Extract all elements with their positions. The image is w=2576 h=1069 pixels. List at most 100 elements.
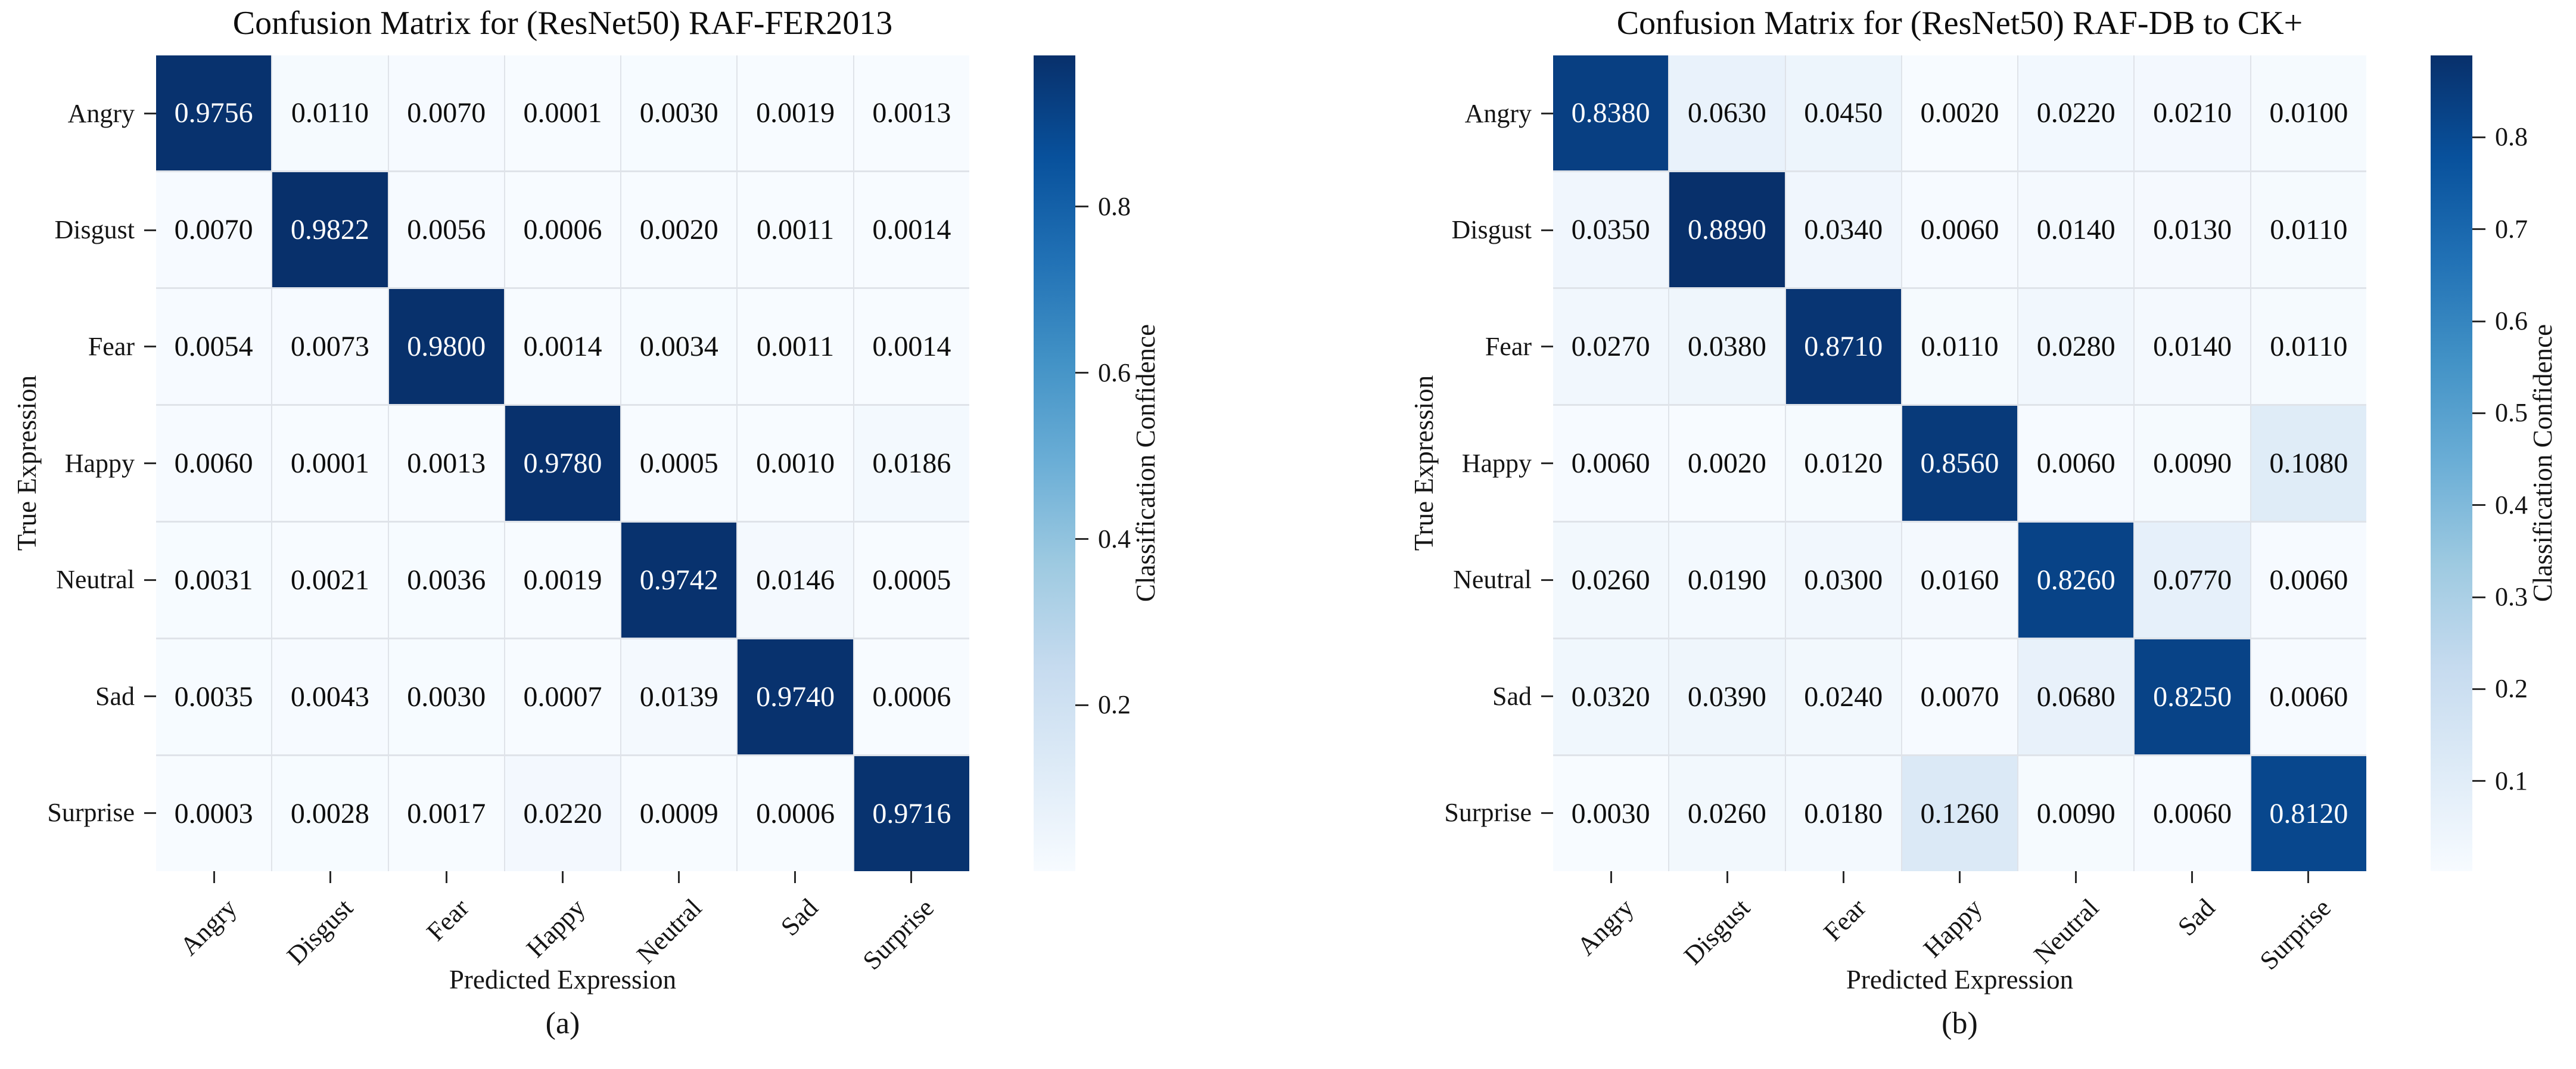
- colorbar-tick-label: 0.2: [2495, 674, 2528, 704]
- heatmap-cell: 0.0043: [272, 639, 388, 754]
- colorbar-tick-mark: [2472, 320, 2485, 322]
- heatmap-cell-value: 0.0056: [407, 214, 486, 246]
- heatmap-cell-value: 0.8890: [1687, 214, 1766, 246]
- heatmap-cell: 0.0014: [854, 172, 969, 287]
- heatmap-cell: 0.0320: [1553, 639, 1669, 754]
- heatmap-cell: 0.0014: [505, 289, 621, 404]
- heatmap-cell-value: 0.0019: [523, 564, 602, 596]
- heatmap-cell-value: 0.9756: [174, 97, 253, 129]
- heatmap-cell-value: 0.0006: [523, 214, 602, 246]
- colorbar-tick-mark: [2472, 412, 2485, 414]
- heatmap-cell: 0.1260: [1902, 756, 2018, 871]
- heatmap-cell: 0.0007: [505, 639, 621, 754]
- heatmap-cell-value: 0.0020: [1920, 97, 1999, 129]
- heatmap-cell-value: 0.0034: [639, 331, 718, 362]
- heatmap-cell-value: 0.0060: [1571, 448, 1650, 479]
- heatmap-cell: 0.0020: [1669, 406, 1785, 521]
- y-tick-label: Fear: [88, 331, 135, 361]
- x-tick-mark: [213, 871, 215, 883]
- heatmap-cell: 0.0100: [2251, 55, 2366, 170]
- heatmap-cell: 0.0160: [1902, 523, 2018, 638]
- heatmap-cell: 0.0090: [2018, 756, 2134, 871]
- heatmap-cell: 0.0019: [738, 55, 853, 170]
- y-tick-label: Neutral: [1453, 565, 1532, 595]
- heatmap-cell: 0.9800: [388, 289, 504, 404]
- colorbar-tick-label: 0.6: [2495, 306, 2528, 336]
- heatmap-cell: 0.0060: [2251, 639, 2366, 754]
- y-tick-mark: [144, 462, 156, 464]
- x-tick-mark: [2307, 871, 2309, 883]
- heatmap-cell: 0.0054: [156, 289, 272, 404]
- x-tick-mark: [1959, 871, 1961, 883]
- heatmap-cell-value: 0.0014: [872, 331, 951, 362]
- heatmap-cell-value: 0.0280: [2036, 331, 2115, 362]
- heatmap-cell-value: 0.0010: [756, 448, 835, 479]
- heatmap-cell-value: 0.0013: [872, 97, 951, 129]
- colorbar: [1034, 55, 1075, 871]
- colorbar-tick-label: 0.5: [2495, 398, 2528, 428]
- y-tick-mark: [1541, 346, 1553, 348]
- x-tick-mark: [794, 871, 796, 883]
- heatmap-cell: 0.0056: [388, 172, 504, 287]
- heatmap-cell: 0.0017: [388, 756, 504, 871]
- heatmap-cell-value: 0.0043: [290, 681, 369, 713]
- heatmap-cell-value: 0.0005: [639, 448, 718, 479]
- heatmap-cell-value: 0.0120: [1804, 448, 1883, 479]
- heatmap-cell-value: 0.0220: [523, 798, 602, 829]
- colorbar-tick-label: 0.8: [2495, 122, 2528, 152]
- y-tick-mark: [144, 113, 156, 115]
- heatmap-cell: 0.0020: [1902, 55, 2018, 170]
- colorbar-tick-mark: [1075, 538, 1088, 540]
- x-tick-label-text: Happy: [1918, 893, 1988, 964]
- colorbar-tick-label: 0.7: [2495, 214, 2528, 244]
- heatmap-cell: 0.8890: [1669, 172, 1785, 287]
- heatmap-cell-value: 0.0007: [523, 681, 602, 713]
- y-tick-label: Surprise: [1444, 798, 1532, 828]
- heatmap-cell-value: 0.0110: [291, 97, 369, 129]
- heatmap-cell: 0.0060: [2135, 756, 2250, 871]
- chart-title: Confusion Matrix for (ResNet50) RAF-FER2…: [232, 5, 893, 42]
- y-tick-label: Happy: [1461, 448, 1532, 478]
- heatmap-cell: 0.0005: [854, 523, 969, 638]
- heatmap-cell-value: 0.0060: [2269, 681, 2348, 713]
- heatmap-cell: 0.8120: [2251, 756, 2366, 871]
- heatmap-cell: 0.0110: [272, 55, 388, 170]
- heatmap-cell-value: 0.0240: [1804, 681, 1883, 713]
- heatmap-cell-value: 0.8380: [1571, 97, 1650, 129]
- heatmap-cell: 0.9822: [272, 172, 388, 287]
- colorbar: [2431, 55, 2472, 871]
- heatmap-cell: 0.0009: [621, 756, 737, 871]
- heatmap-cell-value: 0.0100: [2269, 97, 2348, 129]
- x-axis-label: Predicted Expression: [449, 965, 677, 995]
- heatmap-cell-value: 0.0110: [2270, 214, 2348, 246]
- x-tick-label-text: Surprise: [2254, 893, 2337, 976]
- y-tick-mark: [1541, 579, 1553, 581]
- heatmap-cell-value: 0.0130: [2153, 214, 2232, 246]
- x-tick-mark: [678, 871, 680, 883]
- heatmap-cell-value: 0.0003: [174, 798, 253, 829]
- heatmap-cell: 0.9740: [738, 639, 853, 754]
- heatmap-cell-value: 0.0110: [1921, 331, 1999, 362]
- heatmap-cell-value: 0.0450: [1804, 97, 1883, 129]
- heatmap-cell-value: 0.9800: [407, 331, 486, 362]
- heatmap-cell: 0.0300: [1785, 523, 1901, 638]
- heatmap-cell: 0.8560: [1902, 406, 2018, 521]
- heatmap-cell-value: 0.8250: [2153, 681, 2232, 713]
- heatmap-cell: 0.0070: [1902, 639, 2018, 754]
- x-tick-mark: [446, 871, 447, 883]
- heatmap-cell-value: 0.0140: [2153, 331, 2232, 362]
- x-tick-mark: [2191, 871, 2193, 883]
- heatmap-cell-value: 0.0014: [523, 331, 602, 362]
- y-tick-mark: [1541, 695, 1553, 698]
- colorbar-label-text: Classification Confidence: [2528, 324, 2558, 602]
- x-tick-label-text: Angry: [1571, 893, 1639, 961]
- heatmap-cell-value: 0.0014: [872, 214, 951, 246]
- heatmap-cell-value: 0.0146: [756, 564, 835, 596]
- heatmap-cell: 0.0013: [854, 55, 969, 170]
- heatmap-cell-value: 0.0035: [174, 681, 253, 713]
- colorbar-tick-label: 0.2: [1098, 690, 1131, 720]
- colorbar-tick-label: 0.8: [1098, 191, 1131, 221]
- heatmap-cell: 0.0001: [272, 406, 388, 521]
